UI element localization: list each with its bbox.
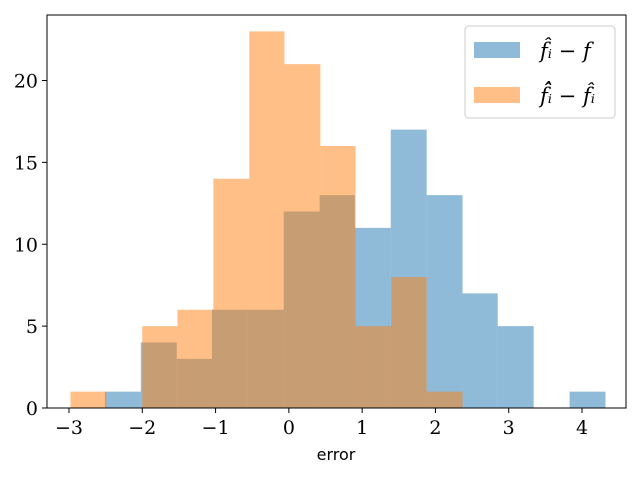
bar-series-1-bin-10 [426,195,463,408]
bar-series-2-bin-10 [391,277,427,408]
x-axis-label: error [317,445,356,464]
bar-series-2-bin-7 [284,64,321,408]
bar-series-1-bin-1 [104,391,141,408]
bar-series-2-bin-8 [320,146,356,408]
bar-series-1-bin-11 [462,293,498,408]
x-tick-label: −3 [55,417,83,439]
legend-swatch-series-1 [474,42,520,58]
bar-series-2-bin-6 [249,31,285,408]
plot-frame [46,14,627,409]
y-tick-label: 15 [14,152,38,174]
legend-swatch-series-2 [474,87,520,103]
legend-label-series-1: f̂ᵢ − f [538,38,594,63]
bar-series-2-bin-3 [142,326,178,408]
y-tick-label: 20 [14,71,38,93]
bar-series-1-bin-12 [497,326,534,408]
y-tick-label: 10 [14,234,38,256]
legend-label-series-2: f̂̂ᵢ − f̂ᵢ [538,81,595,108]
x-axis-ticks: −3 −2 −1 0 1 2 3 4 [55,408,588,439]
x-tick-label: −2 [128,417,156,439]
bar-series-2-bin-4 [177,309,214,408]
x-tick-label: 3 [503,417,515,439]
y-axis-ticks: 0 5 10 15 20 [14,71,47,420]
x-tick-label: 4 [576,417,588,439]
bar-series-2-bin-1 [70,391,107,408]
legend: f̂ᵢ − f f̂̂ᵢ − f̂ᵢ [464,25,616,119]
x-tick-label: −1 [202,417,230,439]
bar-series-2-bin-5 [213,178,250,408]
x-tick-label: 1 [356,417,368,439]
y-tick-label: 5 [26,316,38,338]
bar-series-1-bin-14 [569,391,606,408]
y-tick-label: 0 [26,398,38,420]
bars-layer [70,31,606,408]
bar-series-2-bin-11 [426,391,463,408]
x-tick-label: 0 [283,417,295,439]
bar-series-2-bin-9 [355,326,392,408]
x-tick-label: 2 [429,417,441,439]
